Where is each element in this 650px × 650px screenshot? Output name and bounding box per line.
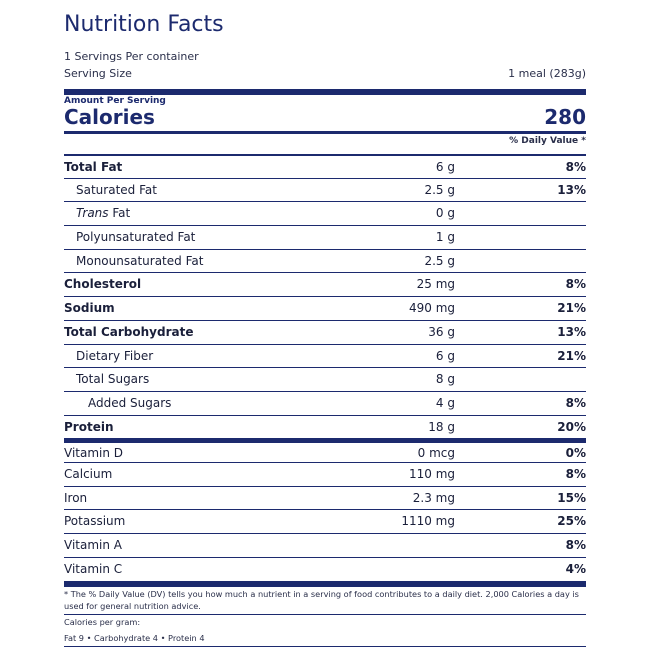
nutrient-name: Protein	[64, 419, 114, 434]
vitamin-dv: 8%	[565, 466, 586, 481]
vitamin-name: Vitamin A	[64, 538, 122, 552]
vitamin-row-iron: Iron 2.3 mg 15%	[64, 485, 586, 510]
nutrient-amount: 490 mg	[408, 301, 455, 316]
nutrient-dv: 21%	[557, 348, 586, 363]
amount-per-serving: Amount Per Serving	[64, 96, 166, 106]
nutrient-amount: 2.5 g	[424, 253, 455, 268]
bottom-thick-divider	[64, 581, 586, 587]
vitamin-dv: 8%	[565, 538, 586, 552]
nutrient-name: Cholesterol	[64, 277, 142, 292]
nutrient-amount: 8 g	[435, 372, 455, 387]
nutrient-row-polyunsaturated-fat: Polyunsaturated Fat 1 g	[64, 225, 586, 249]
nutrient-row-total-carbohydrate: Total Carbohydrate 36 g 13%	[64, 319, 586, 344]
nutrient-row-trans-fat: Trans Fat 0 g	[64, 201, 586, 225]
daily-value-header: % Daily Value *	[509, 136, 586, 146]
vitamin-amount: 0 mcg	[417, 446, 455, 461]
calories-label: Calories	[64, 105, 155, 129]
servings-per-container: 1 Servings Per container	[64, 50, 199, 63]
vitamin-amount: 2.3 mg	[412, 490, 455, 505]
nutrient-dv: 8%	[565, 160, 586, 174]
top-thick-divider	[64, 89, 586, 95]
nutrient-amount: 2.5 g	[424, 182, 455, 197]
vitamin-name: Calcium	[64, 466, 113, 481]
nutrient-row-monounsaturated-fat: Monounsaturated Fat 2.5 g	[64, 248, 586, 273]
vitamin-dv: 15%	[557, 490, 586, 505]
nutrient-row-cholesterol: Cholesterol 25 mg 8%	[64, 272, 586, 296]
serving-size-value: 1 meal (283g)	[508, 67, 586, 80]
nutrient-amount: 6 g	[435, 348, 455, 363]
calories-per-gram-label: Calories per gram:	[64, 617, 141, 627]
nutrient-name: Saturated Fat	[76, 182, 157, 197]
nutrient-amount: 1 g	[435, 230, 455, 245]
vitamin-amount: 110 mg	[408, 466, 455, 481]
nutrient-row-dietary-fiber: Dietary Fiber 6 g 21%	[64, 343, 586, 368]
nutrient-name: Total Carbohydrate	[64, 324, 194, 339]
nutrient-dv: 20%	[557, 419, 586, 434]
nutrient-name: Sodium	[64, 301, 115, 316]
trans-rest: Fat	[108, 206, 131, 221]
vitamin-name: Iron	[64, 490, 88, 505]
nutrient-row-total-fat: Total Fat 6 g 8%	[64, 154, 586, 178]
vitamin-name: Vitamin D	[64, 446, 124, 461]
nutrient-amount: 6 g	[435, 160, 455, 174]
bottom-divider	[64, 646, 586, 647]
nutrient-dv: 21%	[557, 301, 586, 316]
trans-italic: Trans	[76, 206, 109, 221]
nutrient-dv: 13%	[557, 182, 586, 197]
vitamin-amount: 1110 mg	[401, 514, 455, 529]
nutrient-row-sodium: Sodium 490 mg 21%	[64, 296, 586, 320]
nutrient-row-protein: Protein 18 g 20%	[64, 414, 586, 439]
nutrient-amount: 36 g	[428, 324, 455, 339]
vitamin-dv: 25%	[557, 514, 586, 529]
nutrient-name: Trans Fat	[76, 206, 130, 220]
vitamin-row-vitamin-d: Vitamin D 0 mcg 0%	[64, 438, 586, 462]
nutrient-dv: 8%	[565, 395, 586, 410]
label-title: Nutrition Facts	[64, 12, 224, 37]
footnote-divider	[64, 614, 586, 615]
nutrient-name: Polyunsaturated Fat	[76, 230, 196, 245]
calories-value: 280	[544, 105, 586, 129]
vitamin-name: Vitamin C	[64, 561, 123, 576]
vitamin-row-vitamin-c: Vitamin C 4%	[64, 556, 586, 581]
vitamin-name: Potassium	[64, 514, 126, 529]
nutrient-amount: 0 g	[435, 206, 455, 221]
daily-value-footnote: * The % Daily Value (DV) tells you how m…	[64, 589, 579, 611]
nutrient-name: Total Sugars	[76, 372, 150, 387]
nutrient-name: Added Sugars	[88, 395, 172, 410]
vitamin-row-vitamin-a: Vitamin A 8%	[64, 533, 586, 557]
nutrient-name: Total Fat	[64, 160, 123, 174]
nutrient-row-saturated-fat: Saturated Fat 2.5 g 13%	[64, 177, 586, 202]
nutrient-table: Total Fat 6 g 8% Saturated Fat 2.5 g 13%…	[64, 154, 586, 580]
calories-per-gram-values: Fat 9 • Carbohydrate 4 • Protein 4	[64, 633, 205, 643]
vitamin-dv: 0%	[565, 446, 586, 461]
nutrient-dv: 8%	[565, 277, 586, 292]
vitamin-dv: 4%	[565, 561, 586, 576]
nutrient-amount: 25 mg	[416, 277, 455, 292]
serving-size-label: Serving Size	[64, 67, 132, 80]
vitamin-row-calcium: Calcium 110 mg 8%	[64, 461, 586, 486]
vitamin-row-potassium: Potassium 1110 mg 25%	[64, 509, 586, 533]
nutrient-name: Monounsaturated Fat	[76, 253, 204, 268]
nutrient-name: Dietary Fiber	[76, 348, 154, 363]
nutrient-row-total-sugars: Total Sugars 8 g	[64, 367, 586, 391]
calories-divider	[64, 131, 586, 134]
nutrient-dv: 13%	[557, 324, 586, 339]
nutrient-amount: 4 g	[435, 395, 455, 410]
nutrient-row-added-sugars: Added Sugars 4 g 8%	[64, 390, 586, 415]
nutrient-amount: 18 g	[428, 419, 455, 434]
